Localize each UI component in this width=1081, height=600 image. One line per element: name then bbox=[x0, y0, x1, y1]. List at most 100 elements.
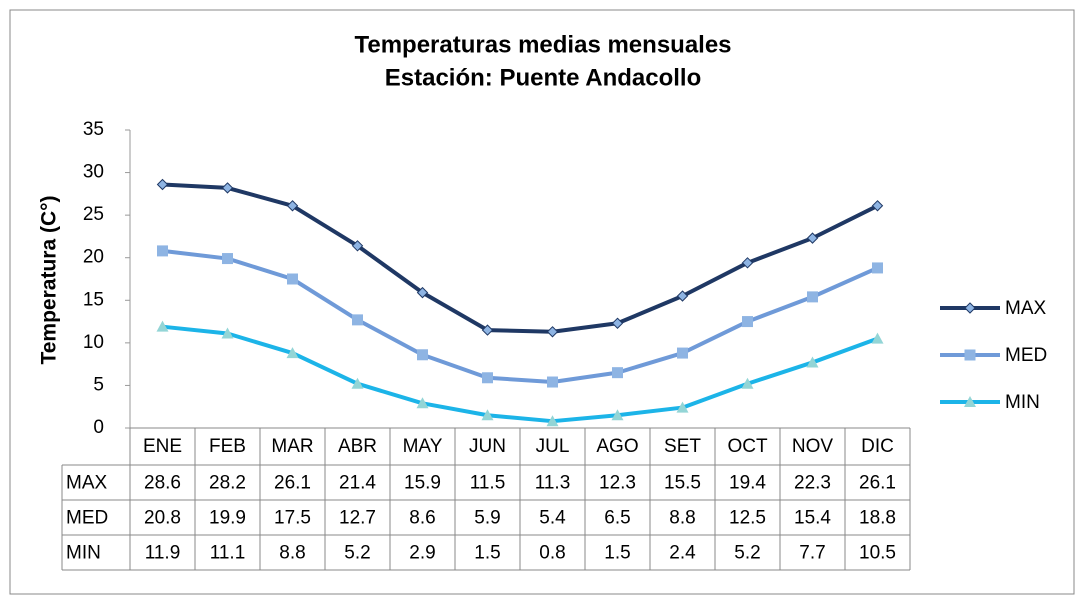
marker bbox=[741, 257, 754, 269]
table-value: 5.4 bbox=[539, 508, 566, 529]
table-value: 20.8 bbox=[144, 508, 181, 529]
table-value: 15.5 bbox=[664, 473, 701, 494]
marker bbox=[964, 396, 976, 407]
y-tick-label: 30 bbox=[83, 162, 104, 183]
table-value: 2.4 bbox=[669, 543, 696, 564]
table-value: 0.8 bbox=[539, 543, 565, 564]
marker bbox=[481, 409, 494, 421]
marker bbox=[416, 397, 429, 409]
table-value: 8.8 bbox=[279, 543, 305, 564]
table-row-label: MED bbox=[66, 508, 108, 529]
table-value: 5.2 bbox=[344, 543, 370, 564]
legend-label: MAX bbox=[1005, 298, 1047, 319]
table-value: 6.5 bbox=[604, 508, 630, 529]
table-value: 28.2 bbox=[209, 473, 246, 494]
table-value: 5.2 bbox=[734, 543, 760, 564]
marker bbox=[676, 290, 689, 302]
x-tick-label: OCT bbox=[727, 436, 768, 457]
marker bbox=[156, 320, 169, 332]
marker bbox=[351, 240, 364, 252]
table-value: 11.3 bbox=[535, 473, 571, 494]
marker bbox=[546, 415, 559, 427]
table-value: 1.5 bbox=[604, 543, 630, 564]
table-value: 28.6 bbox=[144, 473, 181, 494]
table-value: 17.5 bbox=[274, 508, 311, 529]
chart-border bbox=[9, 9, 1075, 595]
table-value: 1.5 bbox=[474, 543, 500, 564]
marker bbox=[482, 372, 493, 384]
marker bbox=[417, 349, 428, 361]
table-value: 26.1 bbox=[274, 473, 311, 494]
marker bbox=[806, 356, 819, 368]
table-value: 12.7 bbox=[339, 508, 376, 529]
table-value: 21.4 bbox=[339, 473, 376, 494]
table-value: 11.1 bbox=[210, 543, 246, 564]
marker bbox=[221, 182, 234, 194]
marker bbox=[677, 347, 688, 359]
marker bbox=[351, 377, 364, 389]
x-tick-label: MAR bbox=[271, 436, 313, 457]
legend-label: MED bbox=[1005, 345, 1047, 366]
y-tick-label: 20 bbox=[83, 247, 104, 268]
table-value: 15.4 bbox=[794, 508, 831, 529]
marker bbox=[221, 327, 234, 339]
table-value: 11.5 bbox=[470, 473, 506, 494]
table-value: 26.1 bbox=[859, 473, 896, 494]
y-tick-label: 10 bbox=[83, 332, 104, 353]
marker bbox=[964, 349, 976, 361]
y-tick-label: 5 bbox=[93, 374, 104, 395]
marker bbox=[547, 376, 558, 388]
table-value: 10.5 bbox=[859, 543, 896, 564]
marker bbox=[481, 324, 494, 336]
y-tick-label: 0 bbox=[93, 417, 104, 438]
marker bbox=[546, 326, 559, 338]
table-value: 19.9 bbox=[209, 508, 246, 529]
marker bbox=[742, 316, 753, 328]
chart-title: Temperaturas medias mensuales bbox=[354, 31, 731, 58]
x-tick-label: ABR bbox=[338, 436, 377, 457]
table-value: 15.9 bbox=[404, 473, 441, 494]
x-tick-label: JUL bbox=[536, 436, 570, 457]
table-value: 19.4 bbox=[729, 473, 766, 494]
table-value: 11.9 bbox=[145, 543, 181, 564]
legend-label: MIN bbox=[1005, 392, 1040, 413]
marker bbox=[352, 314, 363, 326]
marker bbox=[871, 332, 884, 344]
x-tick-label: SET bbox=[664, 436, 701, 457]
series-line bbox=[162, 182, 879, 334]
marker bbox=[287, 273, 298, 285]
y-axis-label: Temperatura (C°) bbox=[38, 195, 61, 364]
marker bbox=[806, 232, 819, 244]
x-tick-label: AGO bbox=[596, 436, 638, 457]
y-tick-label: 15 bbox=[83, 289, 104, 310]
table-value: 8.6 bbox=[409, 508, 435, 529]
marker bbox=[741, 377, 754, 389]
marker bbox=[156, 178, 169, 191]
marker bbox=[611, 317, 624, 329]
table-value: 12.5 bbox=[729, 508, 766, 529]
marker bbox=[807, 291, 818, 303]
marker bbox=[612, 367, 623, 379]
marker bbox=[611, 409, 624, 421]
marker bbox=[871, 200, 884, 212]
marker bbox=[286, 200, 299, 212]
x-tick-label: ENE bbox=[143, 436, 182, 457]
series-line bbox=[162, 324, 879, 424]
y-tick-label: 35 bbox=[83, 119, 104, 140]
y-tick-label: 25 bbox=[83, 204, 104, 225]
table-value: 18.8 bbox=[859, 508, 896, 529]
table-row-label: MIN bbox=[66, 543, 101, 564]
table-value: 8.8 bbox=[669, 508, 695, 529]
marker bbox=[872, 262, 883, 274]
chart-subtitle: Estación: Puente Andacollo bbox=[385, 64, 702, 91]
table-value: 5.9 bbox=[474, 508, 500, 529]
x-tick-label: FEB bbox=[209, 436, 246, 457]
x-tick-label: MAY bbox=[403, 436, 443, 457]
table-value: 2.9 bbox=[409, 543, 435, 564]
x-tick-label: DIC bbox=[861, 436, 894, 457]
x-tick-label: JUN bbox=[469, 436, 506, 457]
marker bbox=[286, 347, 299, 359]
marker bbox=[157, 245, 168, 257]
series-line bbox=[162, 248, 879, 385]
